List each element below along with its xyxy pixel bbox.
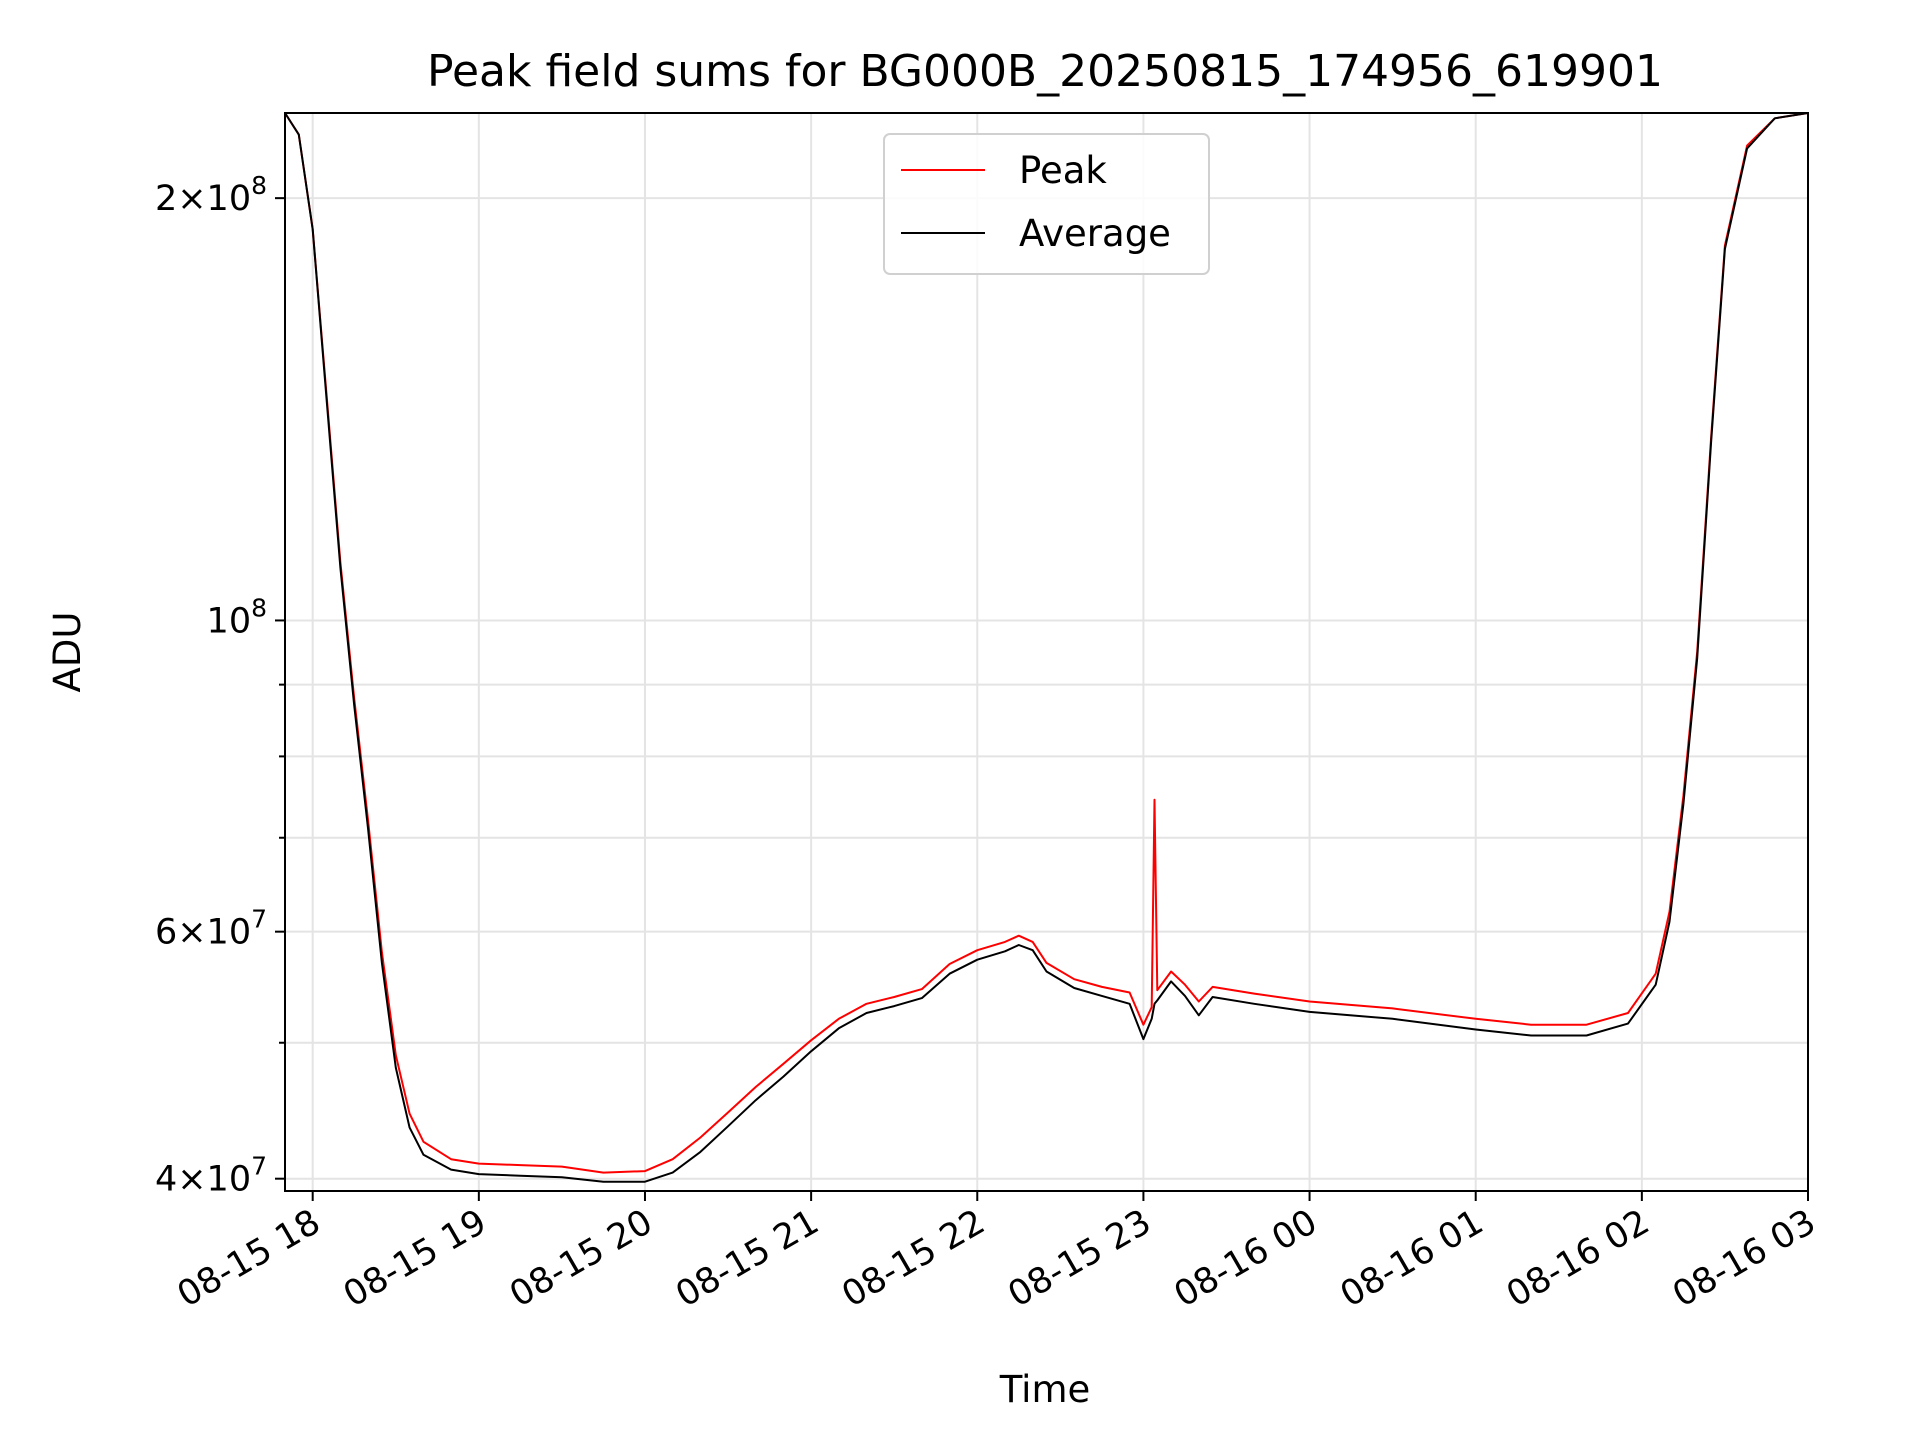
y-tick-label: 2×108 [155, 171, 267, 219]
legend-label-average: Average [1019, 212, 1171, 255]
chart-title: Peak field sums for BG000B_20250815_1749… [427, 46, 1663, 97]
y-tick-label: 108 [207, 593, 267, 641]
y-tick-label: 6×107 [155, 905, 267, 953]
x-axis-label: Time [999, 1368, 1091, 1411]
y-axis-ticks: 4×107 6×107 108 2×108 [155, 171, 285, 1200]
y-tick-label: 4×107 [155, 1152, 267, 1200]
legend-label-peak: Peak [1019, 149, 1107, 192]
y-axis-label: ADU [46, 612, 89, 693]
series-line-average [284, 112, 1809, 1183]
plot-frame [284, 112, 1809, 1192]
series-line-peak [284, 112, 1809, 1174]
legend: Peak Average [883, 133, 1210, 275]
series-lines [284, 112, 1809, 1183]
